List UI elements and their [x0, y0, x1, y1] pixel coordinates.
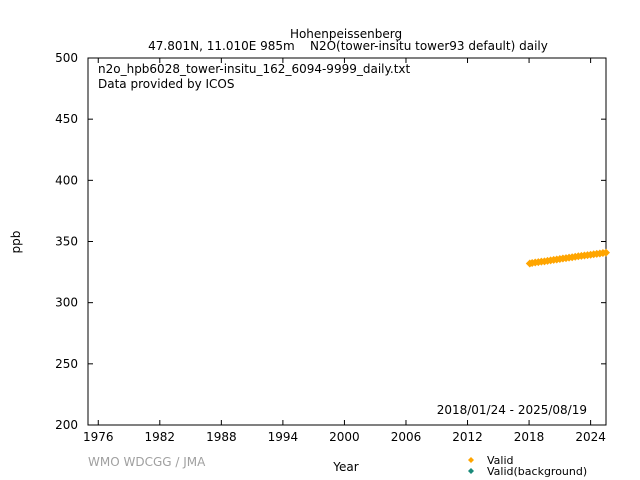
y-tick-label: 450 — [55, 112, 78, 126]
x-axis-label: Year — [332, 460, 358, 474]
x-tick-label: 2018 — [514, 430, 545, 444]
plot-frame — [87, 57, 607, 426]
y-tick-label: 400 — [55, 173, 78, 187]
legend-marker-background — [468, 468, 474, 474]
legend-label-valid: Valid — [487, 454, 514, 467]
series-valid — [525, 248, 610, 268]
x-tick-label: 2024 — [575, 430, 606, 444]
x-tick-label: 2006 — [391, 430, 422, 444]
y-tick-label: 300 — [55, 296, 78, 310]
period-annotation: 2018/01/24 - 2025/08/19 — [437, 403, 587, 417]
x-tick-label: 2000 — [329, 430, 360, 444]
legend: Valid Valid(background) — [468, 454, 587, 478]
credit-text: WMO WDCGG / JMA — [88, 455, 206, 469]
y-axis: 200 250 300 350 400 450 500 — [55, 51, 606, 432]
filename-annotation: n2o_hpb6028_tower-insitu_162_6094-9999_d… — [98, 62, 411, 76]
data-point — [602, 248, 610, 257]
x-tick-label: 1982 — [145, 430, 176, 444]
y-tick-label: 500 — [55, 51, 78, 65]
x-tick-label: 1994 — [268, 430, 299, 444]
chart-title: Hohenpeissenberg — [290, 27, 402, 41]
x-tick-label: 1976 — [83, 430, 114, 444]
y-tick-label: 250 — [55, 357, 78, 371]
x-axis: 1976 1982 1988 1994 2000 2006 2012 2018 2024 — [83, 58, 606, 444]
provider-annotation: Data provided by ICOS — [98, 77, 234, 91]
chart-subtitle: 47.801N, 11.010E 985m N2O(tower-insitu t… — [148, 39, 548, 53]
legend-label-background: Valid(background) — [487, 465, 587, 478]
legend-marker-valid — [468, 457, 474, 463]
y-tick-label: 200 — [55, 418, 78, 432]
x-tick-label: 1988 — [206, 430, 237, 444]
series-layer — [525, 248, 610, 268]
x-tick-label: 2012 — [452, 430, 483, 444]
y-tick-label: 350 — [55, 235, 78, 249]
y-axis-label: ppb — [9, 231, 23, 254]
